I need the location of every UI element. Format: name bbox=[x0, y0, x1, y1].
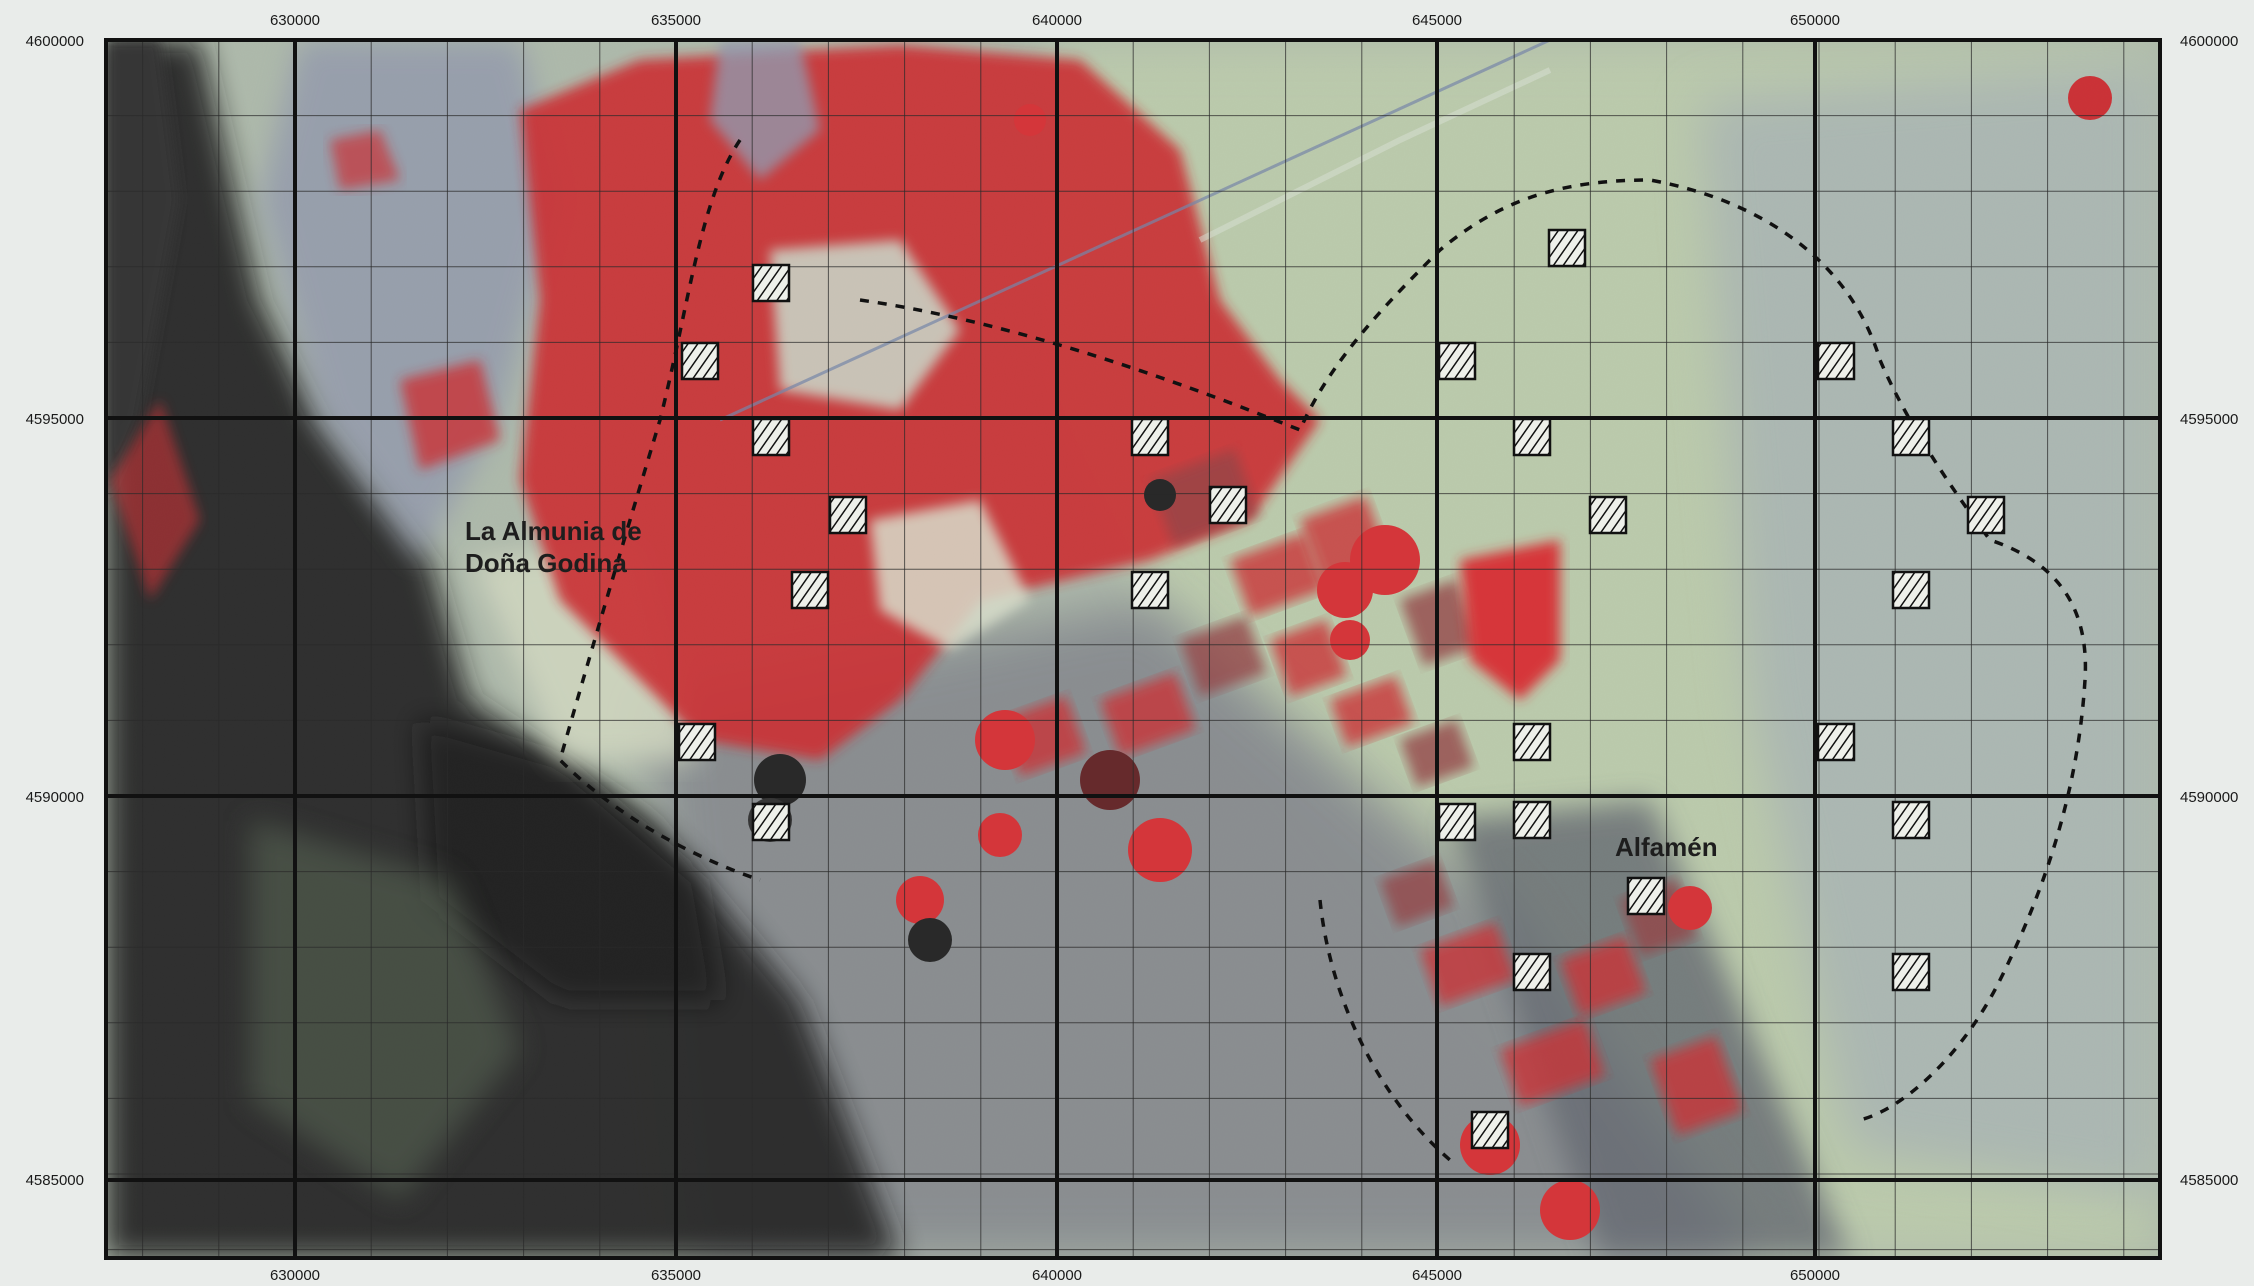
x-tick-top-650000: 650000 bbox=[1790, 12, 1840, 29]
x-tick-bottom-630000: 630000 bbox=[270, 1267, 320, 1284]
sample-plot-marker bbox=[1208, 485, 1248, 525]
sample-plot-marker bbox=[751, 417, 791, 457]
sample-plot-marker bbox=[677, 722, 717, 762]
x-tick-bottom-645000: 645000 bbox=[1412, 1267, 1462, 1284]
sample-plot-marker bbox=[1891, 570, 1931, 610]
sample-plot-marker bbox=[1891, 417, 1931, 457]
x-tick-bottom-640000: 640000 bbox=[1032, 1267, 1082, 1284]
x-tick-top-635000: 635000 bbox=[651, 12, 701, 29]
sample-plots bbox=[677, 228, 2006, 1150]
sample-plot-marker bbox=[1588, 495, 1628, 535]
sample-plot-marker bbox=[1512, 722, 1552, 762]
sample-plot-marker bbox=[1512, 417, 1552, 457]
sample-plot-marker bbox=[1547, 228, 1587, 268]
sample-plot-marker bbox=[751, 802, 791, 842]
y-tick-left-4590000: 4590000 bbox=[26, 789, 84, 806]
sample-plot-marker bbox=[1512, 952, 1552, 992]
sample-plot-marker bbox=[1966, 495, 2006, 535]
x-tick-top-645000: 645000 bbox=[1412, 12, 1462, 29]
place-label-almunia-line1: La Almunia de bbox=[465, 516, 642, 546]
sample-plot-marker bbox=[680, 341, 720, 381]
study-area-boundary bbox=[558, 139, 2088, 1162]
sample-plot-marker bbox=[1816, 341, 1856, 381]
x-tick-top-640000: 640000 bbox=[1032, 12, 1082, 29]
y-tick-right-4590000: 4590000 bbox=[2180, 789, 2238, 806]
sample-plot-marker bbox=[751, 263, 791, 303]
sample-plot-marker bbox=[828, 495, 868, 535]
sample-plot-marker bbox=[1816, 722, 1856, 762]
sample-plot-marker bbox=[1512, 800, 1552, 840]
sample-plot-marker bbox=[1437, 341, 1477, 381]
y-tick-right-4600000: 4600000 bbox=[2180, 33, 2238, 50]
sample-plot-marker bbox=[1130, 570, 1170, 610]
x-tick-bottom-650000: 650000 bbox=[1790, 1267, 1840, 1284]
y-tick-right-4585000: 4585000 bbox=[2180, 1172, 2238, 1189]
y-tick-left-4585000: 4585000 bbox=[26, 1172, 84, 1189]
sample-plot-marker bbox=[1891, 952, 1931, 992]
y-tick-right-4595000: 4595000 bbox=[2180, 411, 2238, 428]
sample-plot-marker bbox=[1130, 417, 1170, 457]
boundary-dashed-line bbox=[558, 139, 2088, 1162]
y-tick-left-4600000: 4600000 bbox=[26, 33, 84, 50]
map-frame bbox=[104, 38, 2162, 1260]
y-tick-left-4595000: 4595000 bbox=[26, 411, 84, 428]
sample-plot-marker bbox=[1891, 800, 1931, 840]
sample-plot-marker bbox=[790, 570, 830, 610]
x-tick-top-630000: 630000 bbox=[270, 12, 320, 29]
sample-plot-marker bbox=[1626, 876, 1666, 916]
place-label-alfamen: Alfamén bbox=[1615, 832, 1718, 862]
x-tick-bottom-635000: 635000 bbox=[651, 1267, 701, 1284]
place-label-almunia-line2: Doña Godina bbox=[465, 548, 627, 578]
sample-plot-marker bbox=[1470, 1110, 1510, 1150]
sample-plot-marker bbox=[1437, 802, 1477, 842]
